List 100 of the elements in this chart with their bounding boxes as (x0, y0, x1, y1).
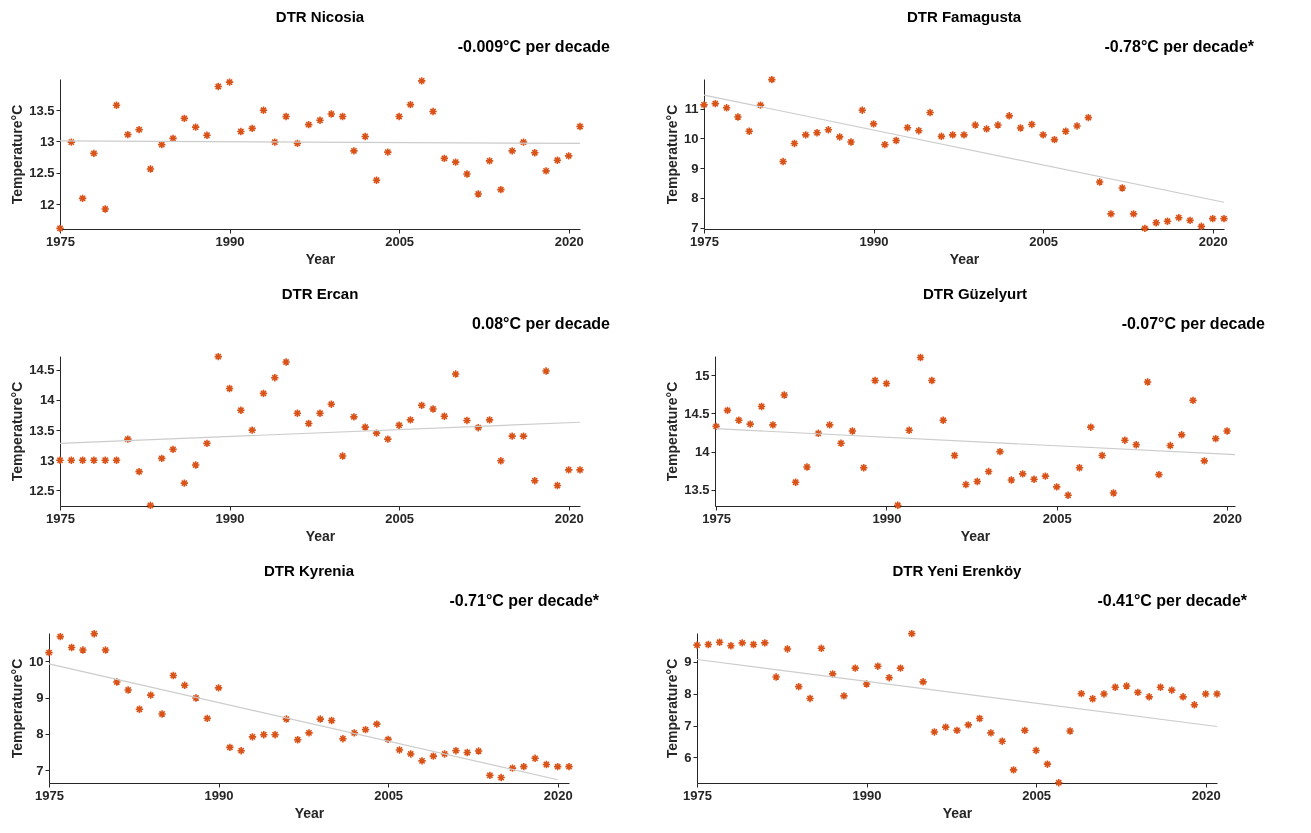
chart-title: DTR Güzelyurt (922, 285, 1028, 302)
y-axis-title: Temperature°C (9, 104, 26, 205)
point (134, 704, 144, 714)
point (918, 677, 928, 687)
point (1165, 441, 1175, 451)
point (737, 638, 747, 648)
point (1155, 682, 1165, 692)
point (801, 130, 811, 140)
point (975, 714, 985, 724)
point (802, 462, 812, 472)
y-tick-label: 14 (40, 392, 56, 408)
point (55, 632, 65, 642)
x-axis-title: Year (305, 250, 336, 267)
point (78, 455, 88, 465)
point (349, 412, 359, 422)
point (417, 76, 427, 86)
x-tick-label: 1990 (215, 510, 245, 526)
x-tick-label: 2020 (554, 510, 584, 526)
point (541, 166, 551, 176)
point (1052, 482, 1062, 492)
point (451, 746, 461, 756)
point (507, 763, 517, 773)
point (1009, 765, 1019, 775)
point (247, 732, 257, 742)
point (428, 404, 438, 414)
point (496, 456, 506, 466)
point (791, 477, 801, 487)
point (134, 467, 144, 477)
y-tick-label: 8 (36, 726, 44, 742)
y-tick-label: 14 (695, 444, 711, 460)
point (315, 714, 325, 724)
point (1117, 183, 1127, 193)
point (789, 138, 799, 148)
point (1120, 435, 1130, 445)
text: -0.009°C per decade (457, 38, 611, 55)
y-axis-title: Temperature°C (664, 658, 681, 759)
y-tick-label: 6 (684, 749, 692, 765)
point (564, 465, 574, 475)
point (541, 759, 551, 769)
point (552, 155, 562, 165)
point (496, 773, 506, 783)
point (168, 670, 178, 680)
point (794, 682, 804, 692)
point (959, 130, 969, 140)
point (756, 100, 766, 110)
x-axis-title: Year (949, 250, 980, 267)
point (1222, 426, 1232, 436)
point (78, 193, 88, 203)
x-tick-label: 2005 (1022, 787, 1052, 803)
point (67, 643, 77, 653)
point (1072, 121, 1082, 131)
point (66, 137, 76, 147)
point (44, 648, 54, 658)
x-tick-label: 2020 (1213, 510, 1243, 526)
y-tick-label: 10 (29, 653, 44, 669)
point (1174, 213, 1184, 223)
point (1196, 221, 1206, 231)
x-tick-label: 1975 (46, 510, 75, 526)
point (360, 131, 370, 142)
point (722, 405, 732, 415)
point (771, 672, 781, 682)
point (749, 639, 759, 649)
point (1065, 726, 1075, 736)
point (733, 112, 743, 122)
point (78, 645, 88, 655)
point (745, 419, 755, 429)
point (995, 447, 1005, 457)
point (1076, 689, 1086, 699)
x-tick-label: 2005 (385, 233, 415, 249)
point (146, 690, 156, 700)
point (191, 693, 201, 703)
point (1177, 430, 1187, 440)
point (1162, 216, 1172, 226)
point (292, 138, 302, 148)
point (485, 415, 495, 425)
point (440, 749, 450, 759)
point (760, 638, 770, 648)
point (950, 450, 960, 460)
point (929, 727, 939, 737)
point (813, 428, 823, 438)
x-tick-label: 2005 (374, 787, 404, 803)
x-tick-label: 1975 (46, 233, 75, 249)
point (191, 460, 201, 470)
chart-title: DTR Nicosia (275, 8, 365, 25)
point (893, 500, 903, 510)
point (338, 111, 348, 122)
x-tick-label: 1975 (702, 510, 732, 526)
point (1095, 177, 1105, 187)
y-tick-label: 12.5 (29, 482, 55, 498)
point (405, 415, 415, 425)
point (850, 663, 860, 673)
x-tick-label: 2020 (1198, 233, 1228, 249)
point (1154, 470, 1164, 480)
point (66, 455, 76, 465)
point (225, 77, 235, 87)
point (145, 164, 155, 174)
point (895, 663, 905, 673)
point (293, 735, 303, 745)
point (304, 120, 314, 130)
point (1143, 377, 1153, 387)
